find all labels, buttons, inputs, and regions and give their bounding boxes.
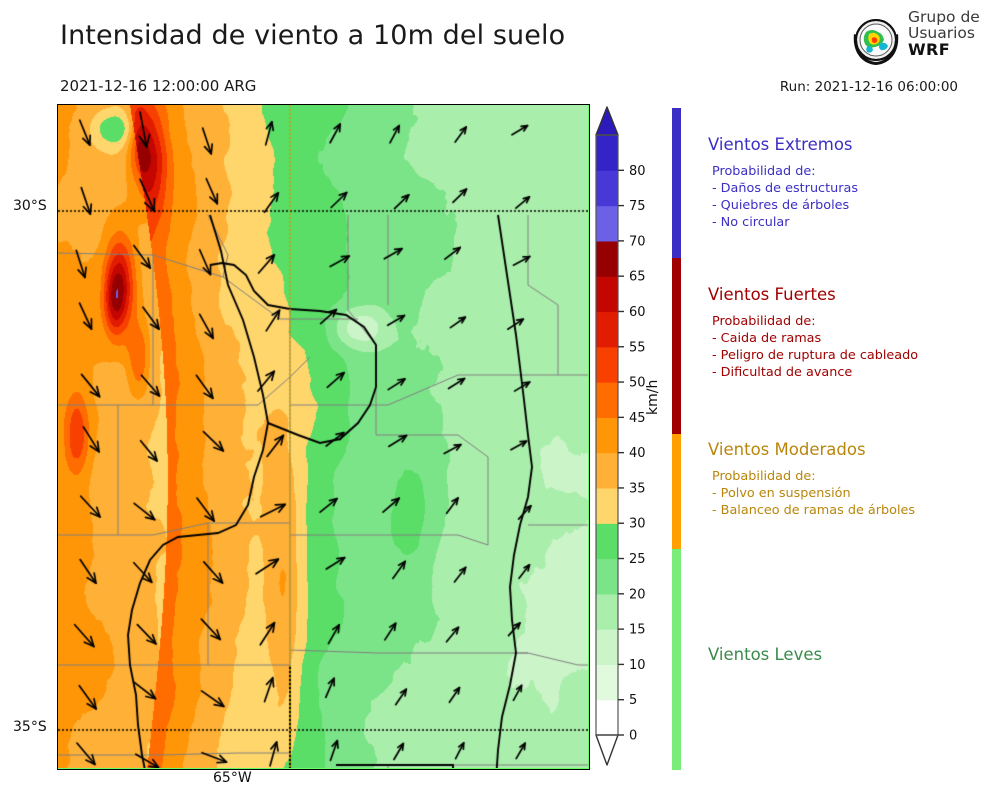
legend-line-moderados-1: - Polvo en suspensión	[712, 486, 851, 502]
colorbar-tick-label: 10	[629, 658, 646, 673]
colorbar-tick-label: 55	[629, 340, 646, 355]
legend-section-leves: Vientos Leves	[708, 645, 822, 673]
colorbar-scale: 0 5 10 15 20 25 30 35 40 45 50 55 60 65 70 75 80	[595, 106, 646, 766]
colorbar-tick-label: 45	[629, 411, 646, 426]
colorbar-unit-label: km/h	[645, 379, 661, 415]
legend-color-bar-fuertes	[672, 258, 681, 434]
legend-title-leves: Vientos Leves	[708, 645, 823, 664]
logo-text: Grupo de Usuarios WRF	[908, 8, 980, 59]
run-time-label: Run: 2021-12-16 06:00:00	[779, 79, 958, 95]
valid-time-label: 2021-12-16 12:00:00 ARG	[60, 77, 257, 95]
legend-title-extremos: Vientos Extremos	[708, 135, 853, 154]
colorbar-tick-label: 75	[629, 199, 646, 214]
globe-emblem-icon	[853, 19, 899, 65]
legend-title-fuertes: Vientos Fuertes	[708, 285, 836, 304]
legend-line-fuertes-0: Probabilidad de:	[712, 314, 816, 329]
legend-line-fuertes-3: - Dificultad de avance	[712, 365, 853, 381]
colorbar-tick-label: 65	[629, 270, 646, 285]
legend-color-bar-moderados	[672, 434, 681, 549]
colorbar-tick-label: 30	[629, 517, 646, 532]
legend-line-extremos-0: Probabilidad de:	[712, 164, 816, 179]
legend-line-fuertes-1: - Caida de ramas	[712, 331, 822, 347]
legend-section-extremos: Vientos Extremos Probabilidad de: - Daños …	[708, 135, 858, 231]
colorbar-tick-label: 50	[629, 376, 646, 391]
page-title: Intensidad de viento a 10m del suelo	[60, 20, 566, 51]
colorbar-tick-label: 20	[629, 587, 646, 602]
colorbar-tick-label: 25	[629, 552, 646, 567]
wind-speed-map	[57, 104, 590, 770]
lon-label-65w: 65°W	[213, 770, 252, 786]
colorbar-tick-label: 15	[629, 623, 646, 638]
logo-line-2: Usuarios	[908, 23, 975, 42]
colorbar-tick-label: 40	[629, 446, 646, 461]
legend-line-extremos-3: - No circular	[712, 215, 790, 231]
legend-panel: Vientos Extremos Probabilidad de: - Daños …	[672, 105, 1000, 770]
legend-line-moderados-0: Probabilidad de:	[712, 469, 816, 484]
lat-label-35s: 35°S	[13, 719, 47, 735]
colorbar-tick-label: 5	[629, 693, 637, 708]
wind-field-canvas	[58, 105, 588, 768]
colorbar-tick-label: 60	[629, 305, 646, 320]
colorbar: 0 5 10 15 20 25 30 35 40 45 50 55 60 65 70 75 80	[592, 100, 672, 780]
legend-color-bar-leves	[672, 549, 681, 770]
legend-section-moderados: Vientos Moderados Probabilidad de: - Polvo…	[708, 440, 915, 519]
colorbar-tick-label: 35	[629, 481, 646, 496]
legend-section-fuertes: Vientos Fuertes Probabilidad de: - Caida d…	[708, 285, 918, 381]
logo: Grupo de Usuarios WRF	[846, 8, 996, 72]
legend-line-fuertes-2: - Peligro de ruptura de cableado	[712, 348, 919, 364]
legend-title-moderados: Vientos Moderados	[708, 440, 866, 459]
logo-line-3: WRF	[908, 39, 951, 59]
legend-line-moderados-2: - Balanceo de ramas de árboles	[712, 503, 916, 519]
colorbar-tick-label: 80	[629, 164, 646, 179]
colorbar-tick-label: 70	[629, 234, 646, 249]
logo-line-1: Grupo de	[908, 8, 980, 26]
legend-color-bar-extremos	[672, 108, 681, 258]
legend-line-extremos-1: - Daños de estructuras	[712, 181, 858, 197]
legend-line-extremos-2: - Quiebres de árboles	[712, 198, 850, 214]
lat-label-30s: 30°S	[13, 198, 47, 214]
colorbar-tick-label: 0	[629, 729, 637, 744]
